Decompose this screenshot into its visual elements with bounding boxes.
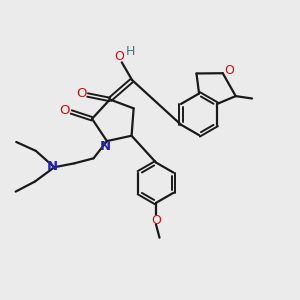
Text: N: N [100, 140, 111, 153]
Text: O: O [151, 214, 161, 227]
Text: O: O [224, 64, 234, 77]
Text: N: N [47, 160, 58, 172]
Text: O: O [114, 50, 124, 64]
Text: H: H [125, 45, 135, 58]
Text: O: O [76, 87, 86, 100]
Text: O: O [59, 104, 70, 117]
